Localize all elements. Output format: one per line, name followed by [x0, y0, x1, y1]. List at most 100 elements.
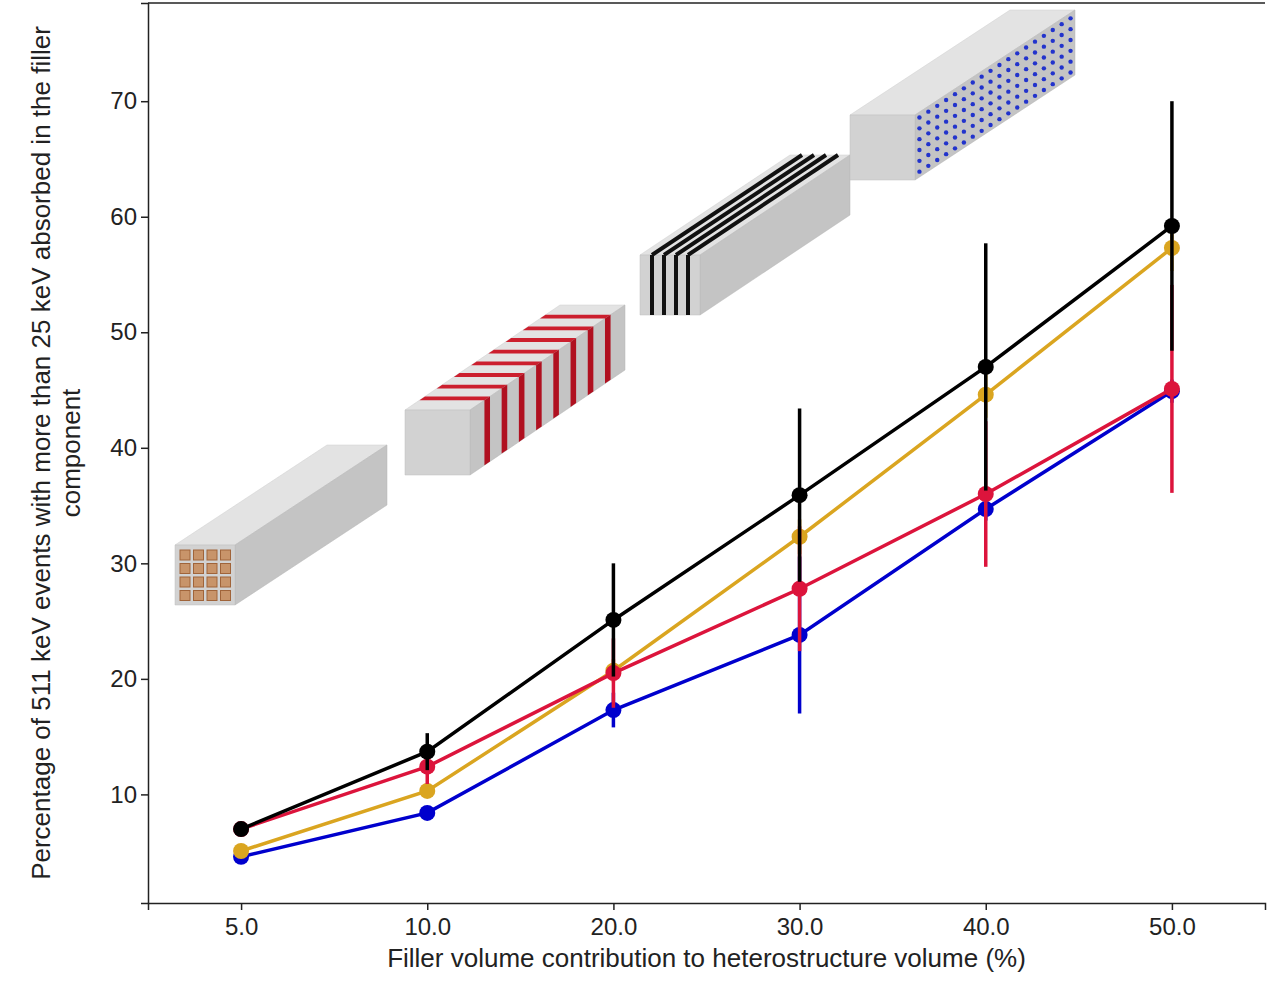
illustration-dot [1033, 50, 1037, 54]
illustration-layer [686, 255, 690, 315]
illustration-dot [953, 124, 957, 128]
illustration-dot [1033, 72, 1037, 76]
illustration-rod [207, 591, 217, 601]
x-tick [1172, 903, 1174, 910]
illustration-dot [944, 130, 948, 134]
illustration-slice [506, 338, 577, 342]
illustration-rod [207, 577, 217, 587]
illustration-dot [1068, 16, 1072, 20]
illustration-dot [926, 153, 930, 157]
point [605, 612, 621, 628]
illustration-layer [688, 155, 838, 255]
illustration-dot [1051, 39, 1055, 43]
illustration-dot [962, 86, 966, 90]
y-tick-group: 30 [110, 550, 148, 577]
illustration-dot [971, 134, 975, 138]
x-tick-label: 40.0 [963, 913, 1010, 940]
illustration-dot [997, 106, 1001, 110]
series [233, 225, 1180, 859]
illustration-layer [676, 155, 826, 255]
illustration-slice [519, 373, 525, 442]
y-tick-label: 20 [110, 665, 137, 692]
illustration-dot [926, 142, 930, 146]
x-tick [799, 903, 801, 910]
illustration-face [850, 115, 915, 180]
y-tick [141, 332, 148, 334]
illustration-dot [1006, 79, 1010, 83]
illustration-dot [1068, 38, 1072, 42]
illustration-face [915, 10, 1075, 180]
illustration-dot [1015, 51, 1019, 55]
illustration-dot [971, 124, 975, 128]
illustration-dot [1042, 34, 1046, 38]
illustration-dot [971, 102, 975, 106]
illustration-dot [1024, 67, 1028, 71]
series-line [241, 226, 1172, 829]
y-axis-line [141, 4, 149, 904]
illustration-dot [953, 92, 957, 96]
illustration-dot [1015, 84, 1019, 88]
data-layer [233, 101, 1180, 865]
illustration-dot [971, 80, 975, 84]
illustration-dot [979, 74, 983, 78]
illustration-slice [484, 396, 490, 465]
series-line [241, 248, 1172, 851]
illustration-dot [1015, 73, 1019, 77]
x-tick-group: 5.0 [225, 903, 258, 940]
illustration-dot [1015, 94, 1019, 98]
illustration-layer [650, 255, 654, 315]
point [419, 783, 435, 799]
x-tick-label: 20.0 [591, 913, 638, 940]
illustration-dot [917, 159, 921, 163]
illustration-face [405, 410, 470, 475]
illustration-dot [997, 95, 1001, 99]
illustration-slice [488, 350, 559, 354]
illustration-dot [988, 123, 992, 127]
frame-top [148, 2, 1265, 4]
illustration-dot [997, 63, 1001, 67]
illustration-dot [926, 131, 930, 135]
illustration-slice [419, 396, 490, 400]
x-tick-label: 10.0 [404, 913, 451, 940]
illustration-rod [207, 564, 217, 574]
illustration-dot [1033, 94, 1037, 98]
illustration-dot [1024, 78, 1028, 82]
y-tick-group: 10 [110, 781, 148, 808]
point [1164, 381, 1180, 397]
plot: 5.010.020.030.040.050.010203040506070 [110, 3, 1265, 940]
x-tick-label: 30.0 [777, 913, 824, 940]
point [792, 487, 808, 503]
illustration-dot [1033, 61, 1037, 65]
point [419, 744, 435, 760]
series-line [241, 389, 1172, 829]
illustration-rod [194, 577, 204, 587]
x-tick-group: 20.0 [591, 903, 638, 940]
series [233, 285, 1180, 837]
illustration-dot [917, 137, 921, 141]
illustration-slice [540, 315, 611, 319]
illustration-slice [588, 326, 594, 395]
illustration-dot [1024, 45, 1028, 49]
illustration-dot [962, 119, 966, 123]
y-tick-group: 60 [110, 203, 148, 230]
illustration-dot [926, 109, 930, 113]
illustration-face [640, 255, 700, 315]
illustration-dot [1033, 83, 1037, 87]
y-tick-label: 10 [110, 781, 137, 808]
illustration-dot [997, 84, 1001, 88]
illustration-dot [1042, 77, 1046, 81]
illustration-dot [944, 141, 948, 145]
series [233, 380, 1180, 865]
illustration-dot [944, 152, 948, 156]
chart: 5.010.020.030.040.050.010203040506070Fil… [0, 0, 1271, 981]
point [233, 843, 249, 859]
illustration-dot [988, 69, 992, 73]
x-tick-group: 30.0 [777, 903, 824, 940]
illustration-dot [1024, 99, 1028, 103]
illustration-dot [953, 114, 957, 118]
illustration-dot [988, 90, 992, 94]
illustration-dot [1024, 56, 1028, 60]
illustration-dot [1068, 70, 1072, 74]
illustration-dot [962, 108, 966, 112]
y-tick [141, 448, 148, 450]
